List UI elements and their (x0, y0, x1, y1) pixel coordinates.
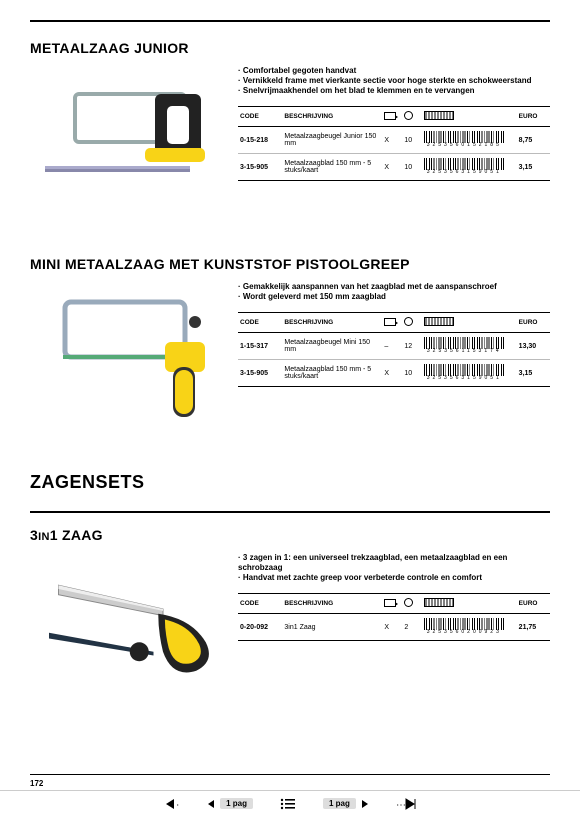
nav-toc-button[interactable] (279, 797, 297, 811)
product-bullets-1: Comfortabel gegoten handvat Vernikkeld f… (238, 66, 550, 96)
nav-bar: ⋯ 1 pag 1 pag ⋯ (0, 790, 580, 816)
nav-last-button[interactable]: ⋯ (396, 797, 418, 811)
nav-next-button[interactable]: 1 pag (323, 798, 370, 809)
product-title-2: MINI METAALZAAG MET KUNSTSTOF PISTOOLGRE… (30, 256, 550, 272)
nav-first-button[interactable]: ⋯ (162, 797, 180, 811)
nav-prev-button[interactable]: 1 pag (206, 798, 253, 809)
product-bullets-3: 3 zagen in 1: een universeel trekzaagbla… (238, 553, 550, 583)
spec-table-1: CODE BESCHRIJVING EURO 0-15-218 Metaalza… (238, 106, 550, 181)
product-image-1 (30, 66, 220, 216)
category-title: ZAGENSETS (30, 472, 550, 493)
product-image-2 (30, 282, 220, 432)
table-row: 1-15-317 Metaalzaagbeugel Mini 150 mm – … (238, 333, 550, 360)
table-row: 0-15-218 Metaalzaagbeugel Junior 150 mm … (238, 127, 550, 154)
product-image-3 (30, 553, 220, 703)
svg-text:⋯: ⋯ (176, 800, 180, 811)
svg-text:⋯: ⋯ (396, 800, 406, 811)
table-row: 0-20-092 3in1 Zaag X 2 21,75 (238, 614, 550, 641)
table-row: 3-15-905 Metaalzaagblad 150 mm - 5 stuks… (238, 360, 550, 387)
product-title-3: 3IN1 ZAAG (30, 527, 550, 543)
product-bullets-2: Gemakkelijk aanspannen van het zaagblad … (238, 282, 550, 302)
product-title-1: METAALZAAG JUNIOR (30, 40, 550, 56)
spec-table-3: CODE BESCHRIJVING EURO 0-20-092 3in1 Zaa… (238, 593, 550, 641)
page-number: 172 (30, 779, 43, 788)
spec-table-2: CODE BESCHRIJVING EURO 1-15-317 Metaalza… (238, 312, 550, 387)
table-row: 3-15-905 Metaalzaagblad 150 mm - 5 stuks… (238, 154, 550, 181)
